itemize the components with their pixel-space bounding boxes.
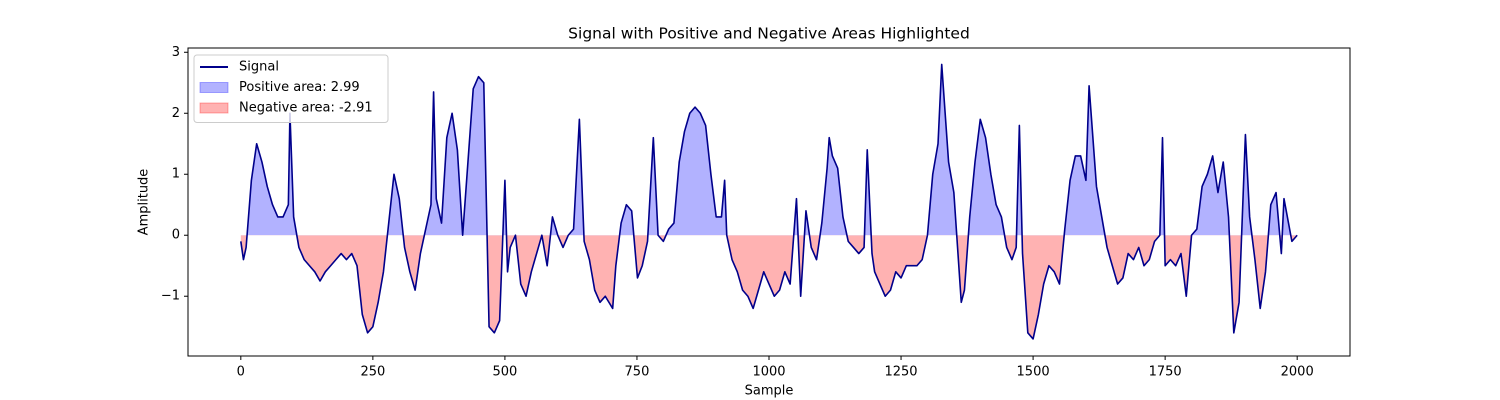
legend-box [193,54,389,123]
y-tick-label: 3 [172,45,180,60]
x-tick-label: 1750 [1149,365,1182,380]
y-axis-label: Amplitude [137,169,152,236]
x-tick-label: 0 [237,365,245,380]
x-axis-label: Sample [745,384,794,399]
legend-label: Signal [239,60,279,75]
signal-line [240,63,1298,340]
y-tick-label: −1 [161,289,180,304]
legend-patch [199,102,229,114]
negative-area [240,235,1298,339]
y-tick-label: 2 [172,106,180,121]
x-tick-label: 500 [492,365,517,380]
legend-label: Positive area: 2.99 [239,80,360,95]
y-tick-label: 0 [172,228,180,243]
legend-patch [199,82,229,93]
positive-area [247,64,1291,236]
x-tick-label: 250 [360,365,385,380]
legend-label: Negative area: -2.91 [239,101,373,116]
legend: Signal Positive area: 2.99 Negative area: … [193,54,389,123]
y-tick-label: 1 [172,167,180,182]
x-tick-label: 2000 [1281,365,1314,380]
chart-title: Signal with Positive and Negative Areas … [568,25,970,43]
x-tick-label: 1500 [1017,365,1050,380]
plot-frame [187,47,1351,357]
x-tick-label: 1000 [752,365,785,380]
x-tick-label: 1250 [884,365,917,380]
x-tick-label: 750 [625,365,650,380]
